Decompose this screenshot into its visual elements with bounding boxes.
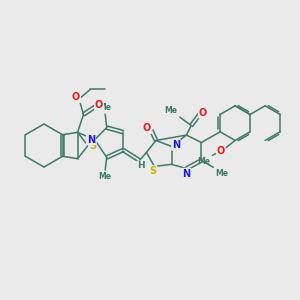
Text: O: O	[72, 92, 80, 102]
Text: O: O	[199, 108, 207, 118]
Text: Me: Me	[99, 103, 112, 112]
Text: Me: Me	[164, 106, 178, 115]
Text: N: N	[87, 134, 95, 145]
Text: H: H	[137, 161, 145, 170]
Text: O: O	[217, 146, 225, 156]
Text: O: O	[95, 100, 103, 110]
Text: O: O	[143, 123, 151, 133]
Text: S: S	[149, 166, 157, 176]
Text: Me: Me	[197, 157, 210, 166]
Text: N: N	[182, 169, 190, 178]
Text: N: N	[172, 140, 180, 150]
Text: S: S	[89, 140, 96, 151]
Text: Me: Me	[215, 169, 228, 178]
Text: Me: Me	[99, 172, 112, 182]
